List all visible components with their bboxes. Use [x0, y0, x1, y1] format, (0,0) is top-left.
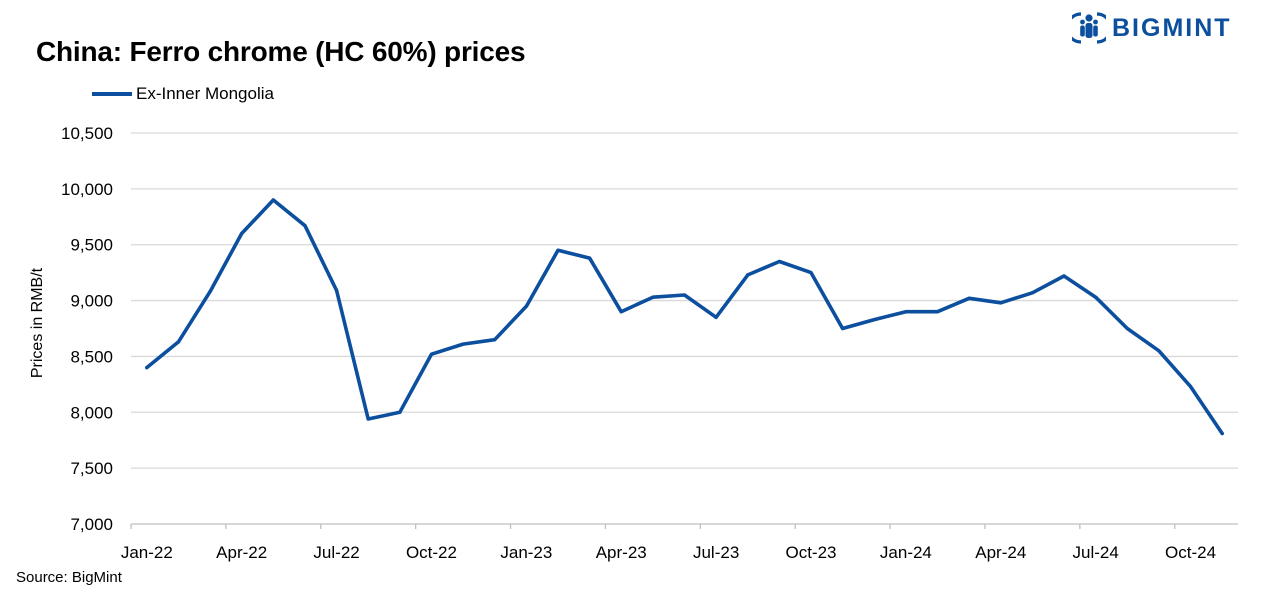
x-tick-label: Jul-22: [313, 543, 359, 562]
data-point: [588, 256, 592, 260]
data-point: [1125, 326, 1129, 331]
data-point: [872, 317, 876, 322]
data-point: [682, 293, 687, 297]
data-point: [935, 310, 940, 314]
data-point: [999, 301, 1003, 305]
data-point: [145, 366, 149, 370]
x-tick-label: Apr-24: [975, 543, 1026, 562]
x-tick-label: Oct-22: [406, 543, 457, 562]
data-point: [1094, 295, 1098, 299]
x-tick-label: Oct-24: [1165, 543, 1216, 562]
data-point: [303, 224, 307, 228]
data-point: [1220, 431, 1224, 436]
x-tick-label: Jul-24: [1073, 543, 1119, 562]
data-point: [208, 290, 212, 294]
data-point: [1030, 291, 1035, 295]
data-point: [746, 273, 750, 277]
data-point: [714, 315, 718, 319]
data-point: [619, 310, 623, 314]
y-tick-label: 10,000: [61, 180, 113, 199]
chart-title: China: Ferro chrome (HC 60%) prices: [36, 36, 526, 67]
data-point: [1062, 274, 1066, 278]
source-note: Source: BigMint: [16, 569, 122, 586]
data-point: [271, 198, 275, 202]
data-point: [1188, 384, 1193, 389]
data-point: [904, 310, 908, 314]
legend: Ex-Inner Mongolia: [92, 84, 274, 104]
gridlines: [131, 132, 1238, 469]
x-tick-label: Jan-24: [880, 543, 932, 562]
x-tick-label: Oct-23: [785, 543, 836, 562]
y-tick-label: 7,500: [70, 459, 113, 478]
data-point: [1157, 349, 1161, 353]
y-tick-label: 8,000: [70, 403, 113, 422]
legend-label: Ex-Inner Mongolia: [136, 84, 274, 103]
data-point: [556, 248, 560, 252]
axes: 7,000 7,500 8,000 8,500 9,000 9,500 10,000 10,5…: [61, 124, 1238, 562]
series-line-ex-inner-mongolia: [145, 198, 1224, 436]
data-point: [841, 326, 845, 331]
data-point: [240, 231, 244, 236]
x-tick-label: Jul-23: [693, 543, 739, 562]
bigmint-people-icon: [1072, 12, 1106, 44]
y-tick-label: 9,000: [70, 292, 113, 311]
data-point: [651, 295, 655, 299]
y-tick-label: 10,500: [61, 124, 113, 143]
data-point: [967, 296, 971, 300]
data-point: [493, 338, 497, 342]
data-point: [777, 259, 781, 264]
logo-text: BIGMINT: [1112, 13, 1232, 42]
data-point: [398, 410, 402, 414]
data-point: [461, 342, 465, 346]
x-tick-label: Jan-22: [121, 543, 173, 562]
data-point: [429, 352, 434, 356]
x-tick-label: Apr-22: [216, 543, 267, 562]
x-tick-label: Jan-23: [500, 543, 552, 562]
data-point: [334, 288, 339, 293]
legend-swatch: [92, 92, 132, 96]
data-point: [524, 304, 528, 308]
brand-logo: BIGMINT: [1072, 10, 1232, 46]
data-point: [176, 340, 181, 344]
y-tick-label: 7,000: [70, 515, 113, 534]
data-point: [366, 417, 370, 421]
y-tick-label: 8,500: [70, 347, 113, 366]
y-tick-label: 9,500: [70, 236, 113, 255]
x-tick-label: Apr-23: [596, 543, 647, 562]
series-layer: [145, 198, 1224, 436]
data-point: [809, 271, 813, 275]
y-axis-label: Prices in RMB/t: [29, 267, 46, 378]
